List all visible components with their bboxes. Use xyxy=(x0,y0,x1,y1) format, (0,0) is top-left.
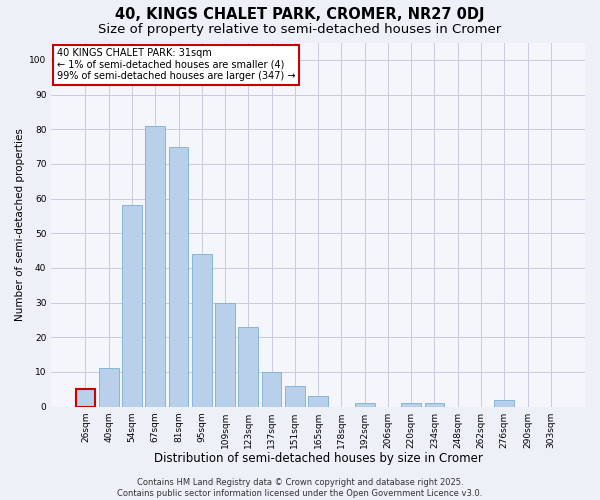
Bar xyxy=(192,254,212,406)
Bar xyxy=(401,403,421,406)
Bar xyxy=(494,400,514,406)
Bar xyxy=(76,390,95,406)
Bar xyxy=(238,327,258,406)
Bar xyxy=(145,126,165,406)
Y-axis label: Number of semi-detached properties: Number of semi-detached properties xyxy=(15,128,25,321)
Text: 40 KINGS CHALET PARK: 31sqm
← 1% of semi-detached houses are smaller (4)
99% of : 40 KINGS CHALET PARK: 31sqm ← 1% of semi… xyxy=(56,48,295,81)
Bar xyxy=(285,386,305,406)
Bar xyxy=(425,403,445,406)
Bar xyxy=(262,372,281,406)
X-axis label: Distribution of semi-detached houses by size in Cromer: Distribution of semi-detached houses by … xyxy=(154,452,482,465)
Bar xyxy=(215,302,235,406)
Bar xyxy=(169,146,188,406)
Bar xyxy=(308,396,328,406)
Bar xyxy=(99,368,119,406)
Bar xyxy=(122,206,142,406)
Text: Contains HM Land Registry data © Crown copyright and database right 2025.
Contai: Contains HM Land Registry data © Crown c… xyxy=(118,478,482,498)
Bar xyxy=(355,403,374,406)
Text: 40, KINGS CHALET PARK, CROMER, NR27 0DJ: 40, KINGS CHALET PARK, CROMER, NR27 0DJ xyxy=(115,8,485,22)
Text: Size of property relative to semi-detached houses in Cromer: Size of property relative to semi-detach… xyxy=(98,22,502,36)
